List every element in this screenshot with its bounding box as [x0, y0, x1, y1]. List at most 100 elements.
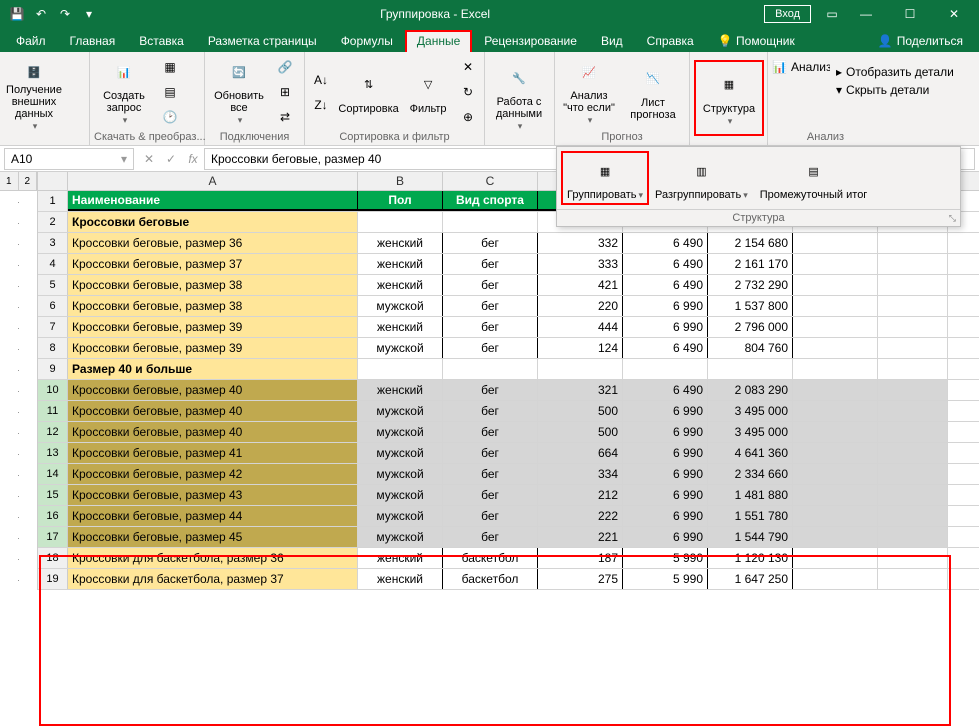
outline-dot[interactable]: ·	[0, 443, 37, 464]
cancel-formula-icon[interactable]: ✕	[138, 148, 160, 170]
forecast-button[interactable]: 📉Лист прогноза	[623, 58, 683, 126]
cell[interactable]: женский	[358, 275, 443, 295]
cell[interactable]	[878, 422, 948, 442]
cell[interactable]: 221	[538, 527, 623, 547]
outline-dot[interactable]: ·	[0, 317, 37, 338]
row-header[interactable]: 4	[38, 254, 68, 274]
row-header[interactable]: 16	[38, 506, 68, 526]
column-header-B[interactable]: B	[358, 172, 443, 190]
cell[interactable]	[878, 380, 948, 400]
cell[interactable]: 500	[538, 422, 623, 442]
tab-data[interactable]: Данные	[405, 30, 472, 52]
cell[interactable]: 1 647 250	[708, 569, 793, 589]
cell[interactable]: бег	[443, 380, 538, 400]
sort-button[interactable]: ⇅Сортировка	[337, 58, 400, 126]
cell[interactable]	[878, 254, 948, 274]
cell[interactable]: 664	[538, 443, 623, 463]
cell[interactable]: женский	[358, 233, 443, 253]
enter-formula-icon[interactable]: ✓	[160, 148, 182, 170]
cell[interactable]	[793, 443, 878, 463]
cell[interactable]	[793, 548, 878, 568]
cell[interactable]: 1 120 130	[708, 548, 793, 568]
cell[interactable]: Кроссовки беговые, размер 41	[68, 443, 358, 463]
cell[interactable]: бег	[443, 317, 538, 337]
cell[interactable]: бег	[443, 233, 538, 253]
tab-review[interactable]: Рецензирование	[472, 30, 589, 52]
ungroup-button[interactable]: ▥Разгруппировать	[649, 151, 754, 205]
cell[interactable]: 1 537 800	[708, 296, 793, 316]
outline-dot[interactable]: ·	[0, 527, 37, 548]
cell[interactable]: 6 990	[623, 506, 708, 526]
cell[interactable]: Кроссовки беговые, размер 39	[68, 338, 358, 358]
cell[interactable]: бег	[443, 422, 538, 442]
cell[interactable]: мужской	[358, 338, 443, 358]
outline-dot[interactable]: ·	[0, 233, 37, 254]
qat-more-icon[interactable]: ▾	[78, 3, 100, 25]
cell[interactable]: 6 990	[623, 443, 708, 463]
cell[interactable]: мужской	[358, 485, 443, 505]
cell[interactable]: женский	[358, 317, 443, 337]
cell[interactable]	[793, 254, 878, 274]
cell[interactable]: 500	[538, 401, 623, 421]
cell[interactable]	[878, 338, 948, 358]
cell[interactable]: мужской	[358, 527, 443, 547]
cell[interactable]	[878, 401, 948, 421]
row-header[interactable]: 14	[38, 464, 68, 484]
cell[interactable]: Кроссовки беговые, размер 42	[68, 464, 358, 484]
cell[interactable]	[878, 359, 948, 379]
cell[interactable]: Кроссовки беговые, размер 40	[68, 380, 358, 400]
cell[interactable]: 333	[538, 254, 623, 274]
cell[interactable]: 804 760	[708, 338, 793, 358]
cell[interactable]: 6 490	[623, 254, 708, 274]
tab-view[interactable]: Вид	[589, 30, 635, 52]
tab-file[interactable]: Файл	[4, 30, 58, 52]
cell[interactable]: 275	[538, 569, 623, 589]
cell[interactable]	[878, 569, 948, 589]
cell[interactable]: Кроссовки беговые, размер 37	[68, 254, 358, 274]
name-box[interactable]: A10▾	[4, 148, 134, 170]
cell[interactable]	[793, 359, 878, 379]
select-all-button[interactable]	[38, 172, 68, 190]
cell[interactable]	[878, 485, 948, 505]
cell[interactable]: 6 990	[623, 296, 708, 316]
cell[interactable]	[793, 401, 878, 421]
cell[interactable]	[793, 317, 878, 337]
cell[interactable]	[878, 527, 948, 547]
cell[interactable]: Кроссовки беговые, размер 36	[68, 233, 358, 253]
data-tools-button[interactable]: 🔧Работа с данными	[489, 64, 549, 132]
close-icon[interactable]: ✕	[933, 0, 975, 28]
cell[interactable]	[793, 485, 878, 505]
cell[interactable]	[878, 464, 948, 484]
outline-dot[interactable]: ·	[0, 401, 37, 422]
cell[interactable]: бег	[443, 338, 538, 358]
cell[interactable]	[878, 317, 948, 337]
cell[interactable]: 334	[538, 464, 623, 484]
cell[interactable]: мужской	[358, 464, 443, 484]
cell[interactable]: женский	[358, 380, 443, 400]
cell[interactable]	[793, 506, 878, 526]
cell[interactable]: 2 083 290	[708, 380, 793, 400]
show-queries-icon[interactable]: ▦	[158, 55, 182, 79]
cell[interactable]: 1 481 880	[708, 485, 793, 505]
row-header[interactable]: 13	[38, 443, 68, 463]
tab-insert[interactable]: Вставка	[127, 30, 196, 52]
column-header-C[interactable]: C	[443, 172, 538, 190]
cell[interactable]: Кроссовки беговые	[68, 212, 358, 232]
cell[interactable]: 321	[538, 380, 623, 400]
row-header[interactable]: 9	[38, 359, 68, 379]
cell[interactable]: 6 490	[623, 233, 708, 253]
cell[interactable]: 2 161 170	[708, 254, 793, 274]
cell[interactable]	[358, 212, 443, 232]
cell[interactable]: женский	[358, 569, 443, 589]
outline-button[interactable]: ▦Структура	[698, 64, 760, 132]
sort-az-icon[interactable]: A↓	[309, 68, 333, 92]
cell[interactable]	[878, 443, 948, 463]
cell[interactable]: Кроссовки беговые, размер 40	[68, 401, 358, 421]
cell[interactable]: 5 990	[623, 569, 708, 589]
tab-formulas[interactable]: Формулы	[329, 30, 405, 52]
cell[interactable]	[793, 233, 878, 253]
cell[interactable]: мужской	[358, 401, 443, 421]
outline-dot[interactable]: ·	[0, 254, 37, 275]
cell[interactable]	[793, 275, 878, 295]
cell[interactable]: 444	[538, 317, 623, 337]
